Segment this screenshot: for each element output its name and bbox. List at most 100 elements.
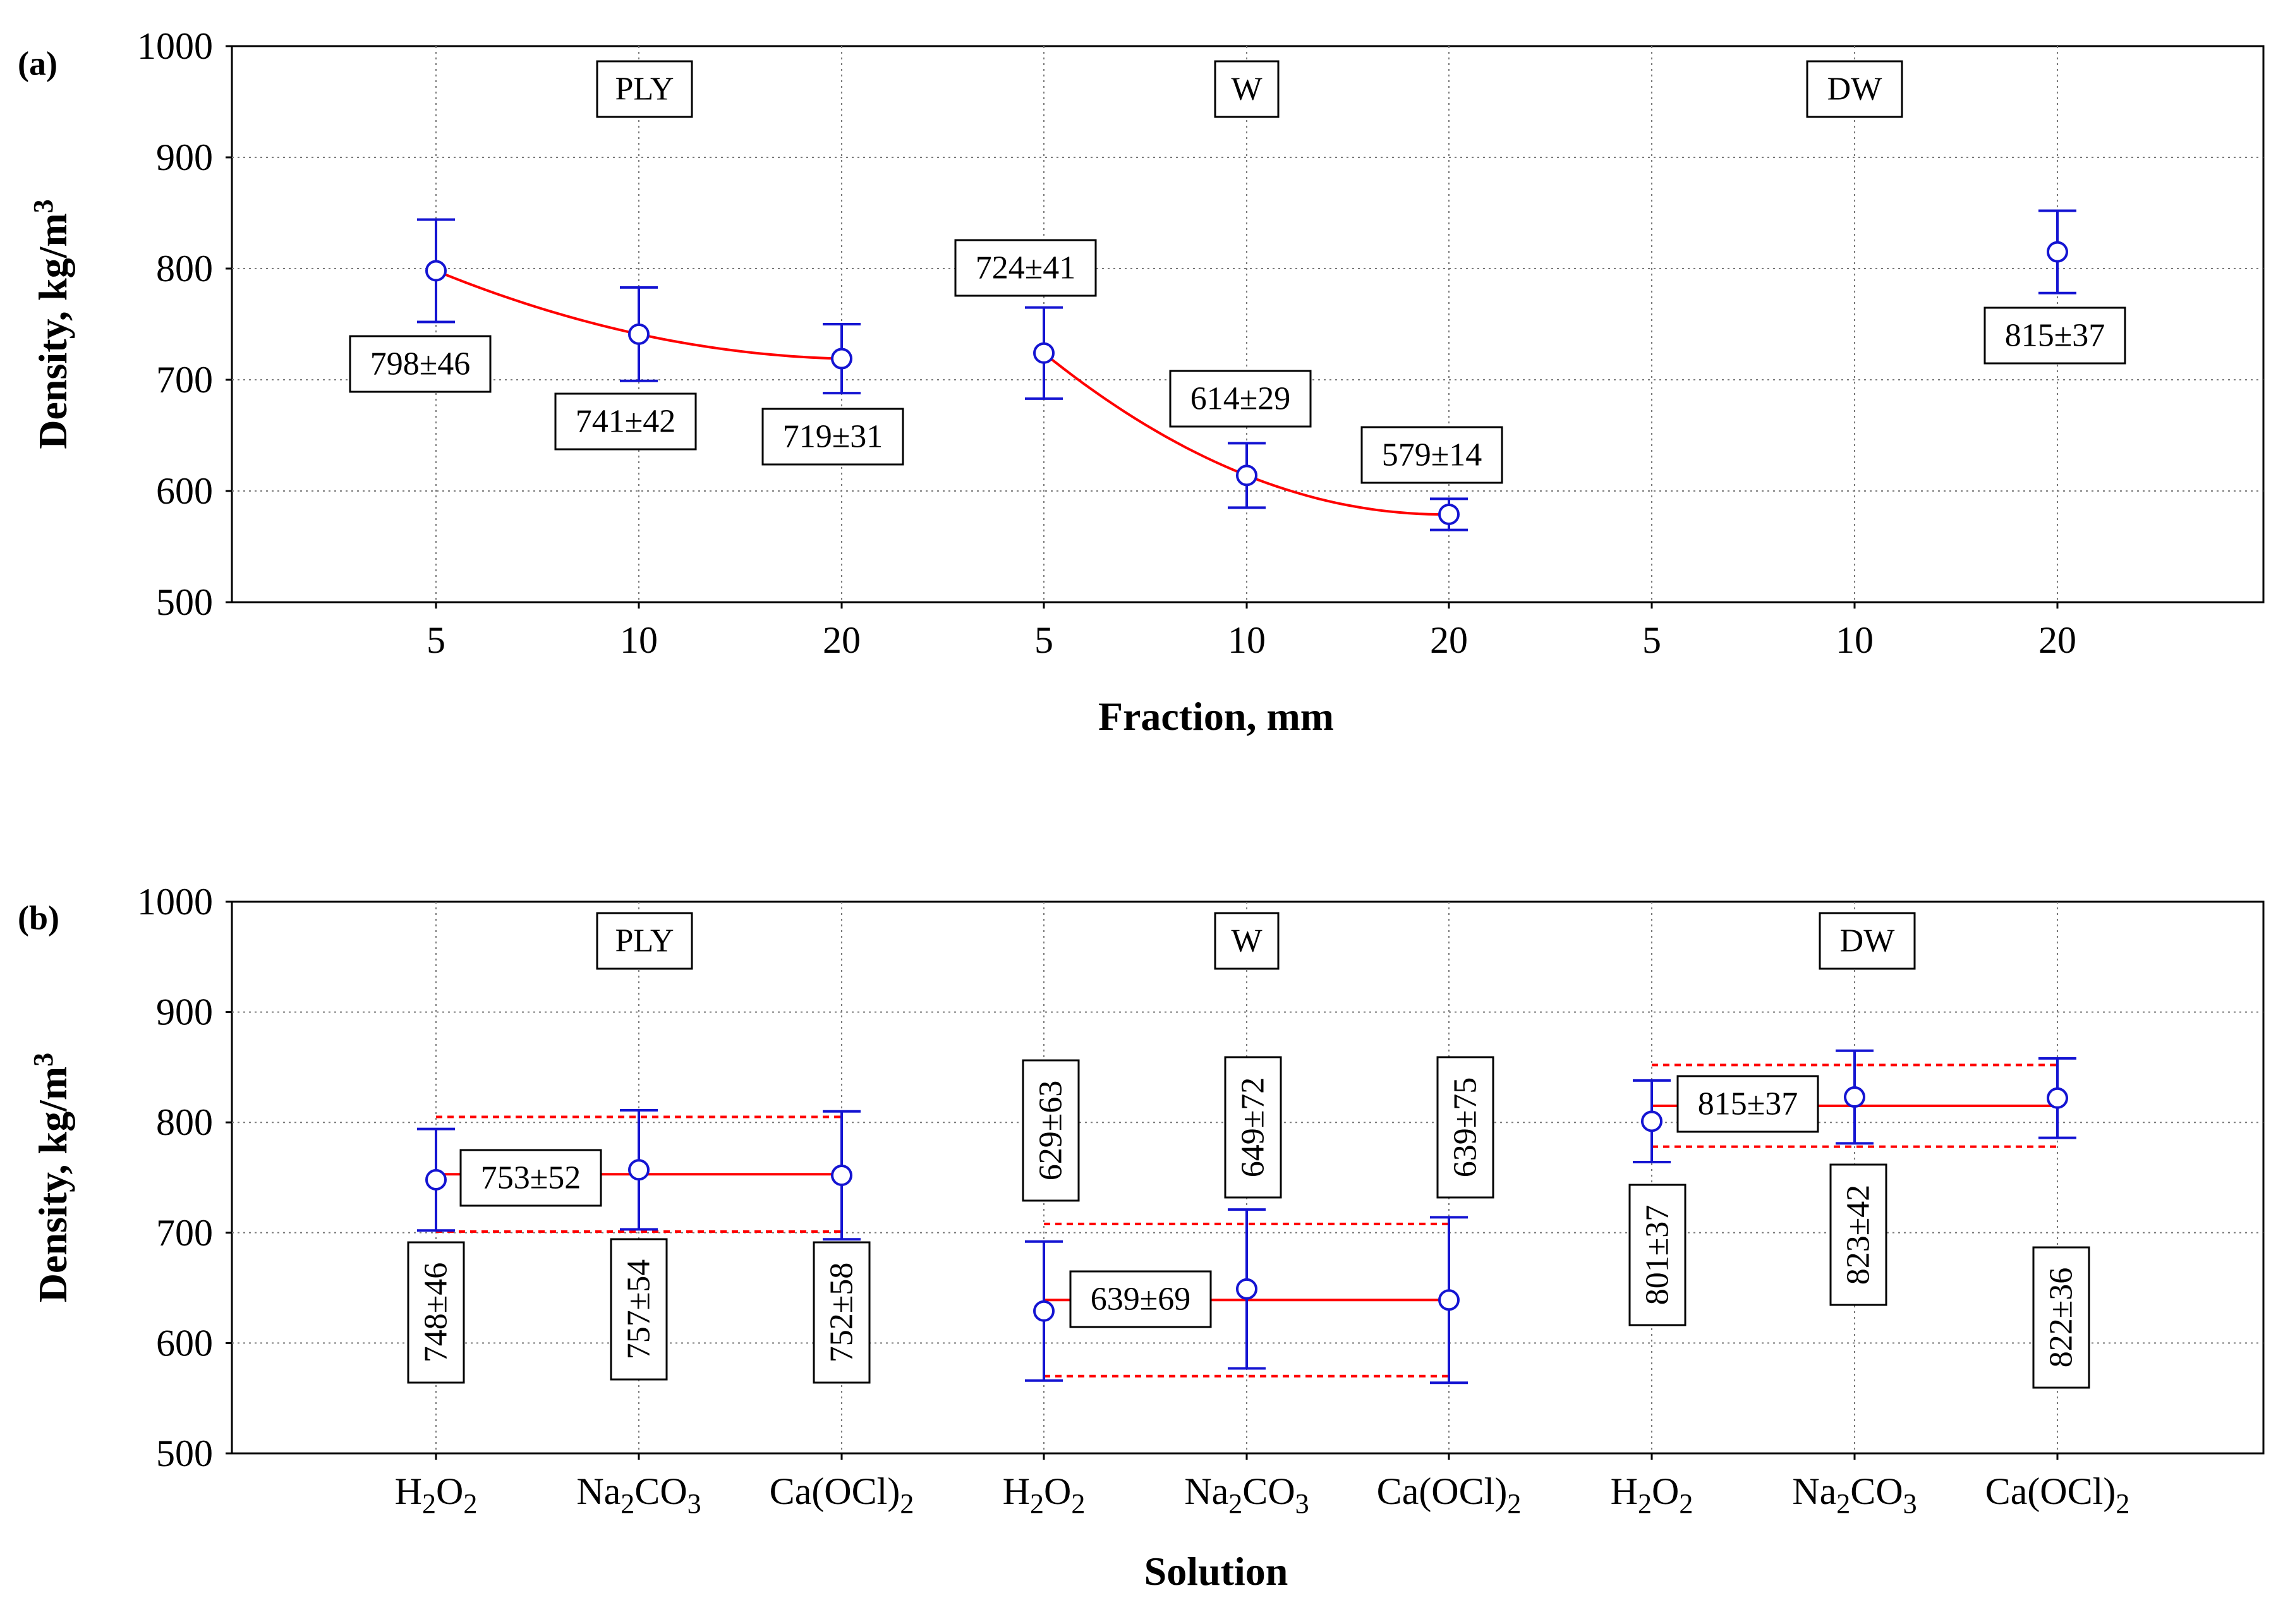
panel-b-mean-label-ply-box	[459, 1149, 602, 1207]
xtick-mid: CO	[1850, 1470, 1903, 1512]
panel-a-value-label-box	[349, 335, 492, 393]
xtick-sub1: 2	[2116, 1488, 2129, 1519]
xtick-sub2: 2	[1679, 1488, 1693, 1519]
panel-b-value-label-text: 752±58	[824, 1263, 860, 1363]
panel-a-value-label: 579±14	[1360, 426, 1503, 484]
panel-b-value-label: 801±37	[1628, 1184, 1687, 1326]
panel-b-ytick-label: 700	[156, 1212, 213, 1254]
panel-a-xaxis-title: Fraction, mm	[1098, 694, 1334, 739]
panel-a-data-point	[831, 348, 852, 370]
panel-a-ytick-label: 600	[156, 470, 213, 512]
panel-b-group-label-ply: PLY	[615, 923, 674, 959]
panel-b-data-point	[425, 1168, 447, 1191]
panel-a-xtick-label: 5	[1642, 619, 1661, 661]
panel-a-data-point	[1033, 342, 1055, 364]
panel-a-value-label-text: 815±37	[2005, 318, 2105, 354]
panel-b-value-label-box	[1436, 1056, 1494, 1199]
panel-b-data-point	[1438, 1289, 1460, 1311]
panel-b-ytick-label: 1000	[137, 881, 213, 923]
panel-b-group-box	[1819, 912, 1916, 970]
xtick-mid: O	[1652, 1470, 1679, 1512]
panel-b-data-point	[628, 1159, 650, 1181]
panel-b-data-point	[1641, 1110, 1662, 1132]
panel-b-value-label-text: 822±36	[2044, 1268, 2080, 1368]
panel-b-ytick-label: 500	[156, 1433, 213, 1474]
panel-a-data-point	[2047, 241, 2068, 263]
panel-b-mean-label-ply: 753±52	[459, 1149, 602, 1207]
panel-a-group-box	[1214, 60, 1280, 118]
panel-b-value-label-box	[610, 1238, 668, 1381]
panel-b-data-point	[1236, 1278, 1257, 1300]
xtick-sub2: 3	[1295, 1488, 1309, 1519]
panel-b-xaxis-title: Solution	[1144, 1549, 1288, 1594]
panel-a-yaxis-title: Density, kg/m3	[28, 199, 75, 449]
xtick-base: H	[395, 1470, 422, 1512]
panel-b-value-label-box	[407, 1241, 465, 1384]
xtick-base: Ca(OCl)	[1985, 1470, 2116, 1512]
panel-a-value-label-box	[761, 408, 904, 466]
yaxis-title-main: Density, kg/m	[30, 1067, 75, 1302]
panel-b-xtick-label: H2O2	[1611, 1470, 1693, 1519]
panel-a-xtick-label: 10	[620, 619, 658, 661]
xtick-base: Na	[576, 1470, 621, 1512]
panel-b-ytick-label: 600	[156, 1322, 213, 1364]
panel-a-group-box	[1806, 60, 1903, 118]
panel-b-value-label-text: 629±63	[1033, 1081, 1069, 1181]
xtick-base: H	[1003, 1470, 1030, 1512]
panel-b-mean-label-ply-text: 753±52	[481, 1160, 581, 1196]
panel-a-value-label-text: 614±29	[1190, 381, 1291, 417]
panel-a-value-label-text: 798±46	[370, 346, 471, 382]
panel-a-xtick-label: 10	[1836, 619, 1874, 661]
panel-b-xtick-label: Ca(OCl)2	[1377, 1470, 1522, 1519]
xtick-mid: CO	[634, 1470, 687, 1512]
panel-b-xtick-label: Ca(OCl)2	[770, 1470, 914, 1519]
panel-b-value-label: 639±75	[1436, 1056, 1494, 1199]
panel-a-data-point	[628, 323, 650, 345]
panel-b-value-label-box	[813, 1241, 871, 1384]
panel-b-xtick-label: Na2CO3	[1184, 1470, 1309, 1519]
xtick-sub1: 2	[1228, 1488, 1242, 1519]
panel-b-mean-label-w: 639±69	[1069, 1270, 1212, 1328]
xtick-sub1: 2	[1507, 1488, 1521, 1519]
panel-b-value-label: 748±46	[407, 1241, 465, 1384]
panel-b-xtick-label: H2O2	[1003, 1470, 1086, 1519]
panel-b-value-label-text: 823±42	[1841, 1185, 1877, 1285]
panel-b-xtick-label: H2O2	[395, 1470, 478, 1519]
panel-b-value-label-text: 639±75	[1448, 1077, 1484, 1178]
panel-a-value-label: 741±42	[554, 392, 697, 451]
xtick-base: Na	[1184, 1470, 1228, 1512]
xtick-sub1: 2	[621, 1488, 634, 1519]
panel-a-value-label-box	[554, 392, 697, 451]
xtick-sub1: 2	[1638, 1488, 1652, 1519]
panel-b-value-label-box	[1224, 1056, 1282, 1199]
panel-b-value-label: 823±42	[1829, 1163, 1887, 1306]
panel-a-group-label-dw: DW	[1827, 71, 1882, 107]
xtick-sub2: 2	[463, 1488, 477, 1519]
panel-b-mean-label-w-text: 639±69	[1091, 1282, 1191, 1318]
panel-a-value-label: 798±46	[349, 335, 492, 393]
panel-b-value-label: 649±72	[1224, 1056, 1282, 1199]
panel-a-value-label-box	[1983, 306, 2126, 365]
xtick-mid: CO	[1242, 1470, 1295, 1512]
panel-b-value-label-text: 801±37	[1640, 1205, 1676, 1306]
xtick-base: Na	[1792, 1470, 1836, 1512]
panel-b-data-point	[1844, 1086, 1865, 1108]
panel-a-group-box	[596, 60, 693, 118]
panel-b-mean-label-w-box	[1069, 1270, 1212, 1328]
panel-a-value-label-text: 741±42	[576, 404, 676, 440]
panel-a-xtick-label: 20	[823, 619, 861, 661]
panel-a-value-label: 719±31	[761, 408, 904, 466]
panel-a-xtick-label: 5	[1034, 619, 1053, 661]
panel-a-xtick-label: 5	[427, 619, 445, 661]
panel-b-value-label-box	[1628, 1184, 1687, 1326]
panel-b-xtick-label: Na2CO3	[1792, 1470, 1917, 1519]
panel-b-value-label-text: 649±72	[1235, 1077, 1271, 1178]
panel-a-value-label-box	[1360, 426, 1503, 484]
panel-a-xtick-label: 20	[1430, 619, 1468, 661]
panel-b-value-label: 757±54	[610, 1238, 668, 1381]
xtick-base: Ca(OCl)	[770, 1470, 900, 1512]
panel-a-ytick-label: 700	[156, 359, 213, 401]
